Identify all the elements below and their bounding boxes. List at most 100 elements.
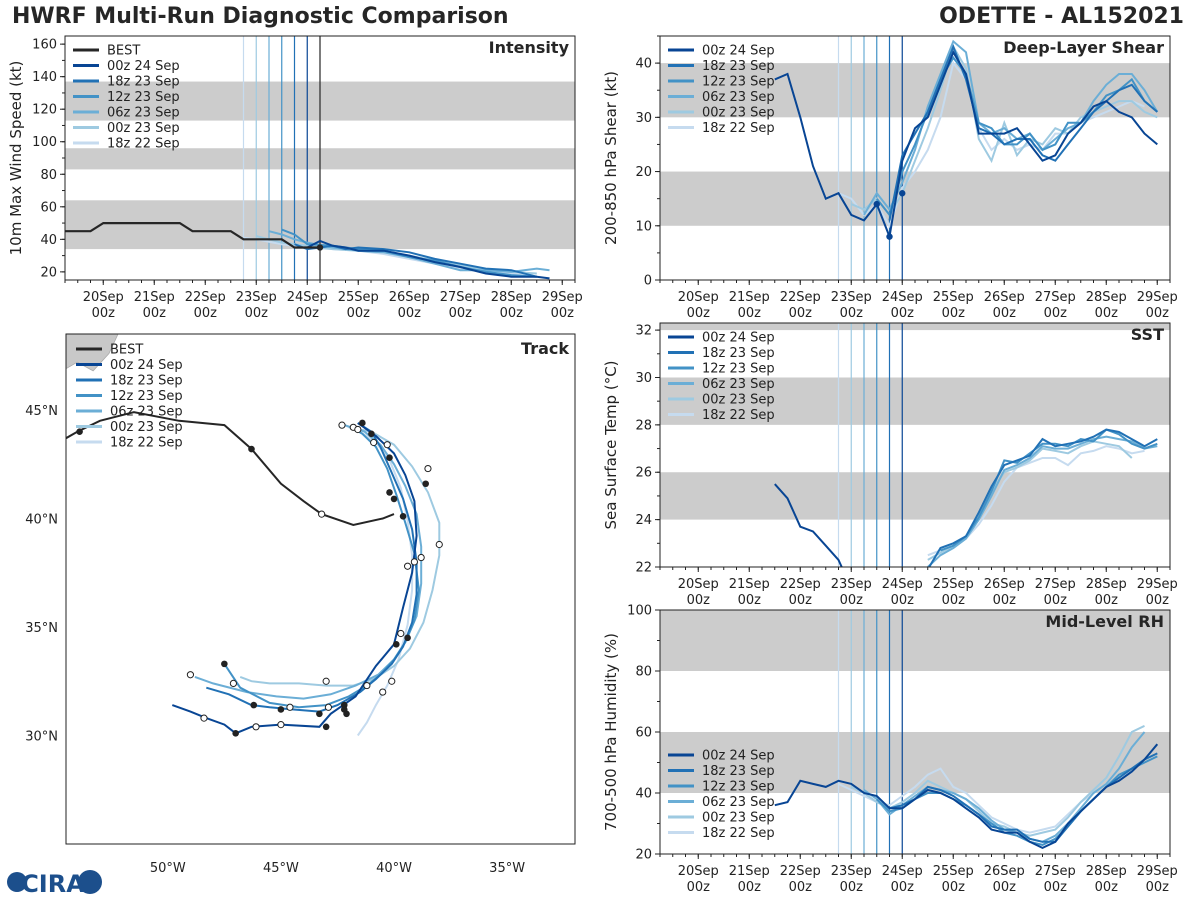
track-legend-label: BEST (110, 343, 143, 358)
intensity-xtick-label: 00z (245, 306, 269, 321)
rh-xtick-label: 00z (687, 880, 711, 895)
track-point-00z (422, 480, 429, 488)
intensity-xtick-label: 00z (347, 306, 371, 321)
chart-title: HWRF Multi-Run Diagnostic Comparison (12, 4, 509, 29)
sst-band-1 (660, 377, 1170, 425)
intensity-plot-area (65, 36, 575, 280)
intensity-ytick-label: 60 (40, 200, 57, 215)
sst-ytick-label: 32 (635, 324, 652, 339)
shear-xtick-label: 00z (942, 306, 966, 321)
sst-ytick-label: 30 (635, 371, 652, 386)
sst-xtick-label: 29Sep (1137, 577, 1178, 592)
intensity-legend-label: 06z 23 Sep (107, 106, 180, 121)
shear-legend-label: 18z 22 Sep (702, 121, 775, 136)
track-point-12z (252, 723, 260, 731)
track-ytick-label: 45°N (25, 404, 58, 419)
shear-xtick-label: 23Sep (831, 290, 872, 305)
sst-legend-label: 18z 23 Sep (702, 346, 775, 361)
shear-legend-label: 18z 23 Sep (702, 59, 775, 74)
sst-band-0 (660, 472, 1170, 520)
rh-xtick-label: 00z (840, 880, 864, 895)
shear-ytick-label: 30 (635, 111, 652, 126)
intensity-xtick-label: 26Sep (389, 290, 430, 305)
track-best-point (318, 510, 326, 518)
rh-ylabel: 700-500 hPa Humidity (%) (602, 633, 620, 831)
shear-xtick-label: 21Sep (729, 290, 770, 305)
shear-series-3 (863, 39, 1159, 216)
intensity-ytick-label: 120 (32, 103, 57, 118)
track-point-12z (338, 421, 346, 429)
shear-xtick-label: 00z (993, 306, 1017, 321)
sst-xtick-label: 23Sep (831, 577, 872, 592)
track-series-1 (206, 422, 418, 713)
rh-ytick-label: 40 (635, 787, 652, 802)
rh-band-0 (660, 732, 1170, 793)
rh-xtick-label: 23Sep (831, 864, 872, 879)
shear-legend-label: 00z 24 Sep (702, 44, 775, 59)
intensity-xtick-label: 00z (551, 306, 575, 321)
panel-intensity: 2040608010012014016020Sep00z21Sep00z22Se… (7, 35, 583, 321)
shear-xtick-label: 00z (1044, 306, 1068, 321)
sst-legend-label: 00z 23 Sep (702, 393, 775, 408)
track-legend-label: 00z 24 Sep (110, 358, 183, 373)
intensity-xtick-label: 27Sep (440, 290, 481, 305)
track-point-00z (343, 710, 350, 718)
intensity-legend-label: 18z 23 Sep (107, 75, 180, 90)
rh-xtick-label: 00z (1095, 880, 1119, 895)
shear-xtick-label: 00z (891, 306, 915, 321)
rh-xtick-label: 00z (891, 880, 915, 895)
rh-legend-label: 00z 24 Sep (702, 749, 775, 764)
shear-series-2 (876, 55, 1158, 218)
intensity-xtick-label: 00z (92, 306, 116, 321)
shear-ytick-label: 10 (635, 219, 652, 234)
track-point-00z (221, 660, 228, 668)
sst-ytick-label: 26 (635, 466, 652, 481)
shear-xtick-label: 00z (789, 306, 813, 321)
shear-series-5 (838, 60, 1145, 229)
track-point-12z (286, 703, 294, 711)
rh-legend-label: 06z 23 Sep (702, 795, 775, 810)
track-frame (65, 333, 576, 845)
track-xtick-label: 45°W (263, 861, 299, 876)
intensity-xtick-label: 25Sep (338, 290, 379, 305)
track-legend-label: 06z 23 Sep (110, 405, 183, 420)
track-point-00z (322, 723, 330, 731)
sst-xtick-label: 28Sep (1086, 577, 1127, 592)
sst-series-1 (928, 428, 1158, 567)
shear-xtick-label: 27Sep (1035, 290, 1076, 305)
sst-xtick-label: 00z (1044, 593, 1068, 608)
shear-series-1 (888, 44, 1158, 221)
rh-panel-title: Mid-Level RH (1045, 612, 1164, 631)
track-ytick-label: 35°N (25, 621, 58, 636)
intensity-xtick-label: 00z (296, 306, 320, 321)
sst-xtick-label: 20Sep (678, 577, 719, 592)
track-point-12z (379, 688, 387, 696)
track-point-00z (232, 730, 239, 737)
shear-marker-0 (873, 200, 880, 208)
rh-xtick-label: 00z (1044, 880, 1068, 895)
track-point-12z (363, 681, 371, 690)
rh-xtick-label: 20Sep (678, 864, 719, 879)
cira-logo-text: CIRA (21, 870, 85, 898)
intensity-xtick-label: 00z (194, 306, 218, 321)
sst-xtick-label: 26Sep (984, 577, 1025, 592)
intensity-marker-0 (316, 244, 324, 251)
shear-marker-2 (899, 190, 906, 197)
track-legend-label: 00z 23 Sep (110, 420, 183, 435)
sst-xtick-label: 00z (942, 593, 966, 608)
shear-xtick-label: 00z (1095, 306, 1119, 321)
intensity-series-0 (306, 239, 550, 280)
intensity-xtick-label: 00z (500, 306, 524, 321)
track-point-00z (277, 706, 285, 713)
rh-xtick-label: 25Sep (933, 864, 974, 879)
shear-band-1 (660, 63, 1170, 118)
track-xtick-label: 50°W (150, 861, 186, 876)
rh-series-0 (774, 743, 1159, 850)
sst-xtick-label: 00z (789, 593, 813, 608)
rh-ytick-label: 100 (627, 604, 652, 619)
track-point-12z (354, 425, 362, 434)
shear-xtick-label: 00z (687, 306, 711, 321)
track-point-12z (186, 671, 195, 679)
shear-band-0 (660, 171, 1170, 226)
